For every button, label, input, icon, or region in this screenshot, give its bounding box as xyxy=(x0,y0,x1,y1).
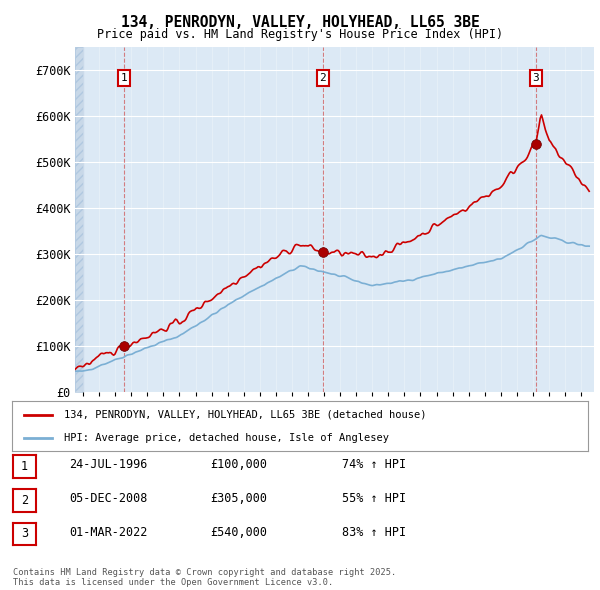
Text: Price paid vs. HM Land Registry's House Price Index (HPI): Price paid vs. HM Land Registry's House … xyxy=(97,28,503,41)
Text: 2: 2 xyxy=(319,73,326,83)
Text: 3: 3 xyxy=(21,527,28,540)
Text: 1: 1 xyxy=(21,460,28,473)
Text: £100,000: £100,000 xyxy=(210,458,267,471)
Text: 55% ↑ HPI: 55% ↑ HPI xyxy=(342,492,406,505)
Text: 05-DEC-2008: 05-DEC-2008 xyxy=(69,492,148,505)
Text: 1: 1 xyxy=(121,73,128,83)
Text: Contains HM Land Registry data © Crown copyright and database right 2025.
This d: Contains HM Land Registry data © Crown c… xyxy=(13,568,397,587)
Text: 01-MAR-2022: 01-MAR-2022 xyxy=(69,526,148,539)
Text: 3: 3 xyxy=(532,73,539,83)
Text: £305,000: £305,000 xyxy=(210,492,267,505)
Text: £540,000: £540,000 xyxy=(210,526,267,539)
Text: 83% ↑ HPI: 83% ↑ HPI xyxy=(342,526,406,539)
Text: 2: 2 xyxy=(21,494,28,507)
Text: 134, PENRODYN, VALLEY, HOLYHEAD, LL65 3BE (detached house): 134, PENRODYN, VALLEY, HOLYHEAD, LL65 3B… xyxy=(64,409,427,419)
Text: 74% ↑ HPI: 74% ↑ HPI xyxy=(342,458,406,471)
Text: 24-JUL-1996: 24-JUL-1996 xyxy=(69,458,148,471)
Text: 134, PENRODYN, VALLEY, HOLYHEAD, LL65 3BE: 134, PENRODYN, VALLEY, HOLYHEAD, LL65 3B… xyxy=(121,15,479,30)
Text: HPI: Average price, detached house, Isle of Anglesey: HPI: Average price, detached house, Isle… xyxy=(64,433,389,443)
